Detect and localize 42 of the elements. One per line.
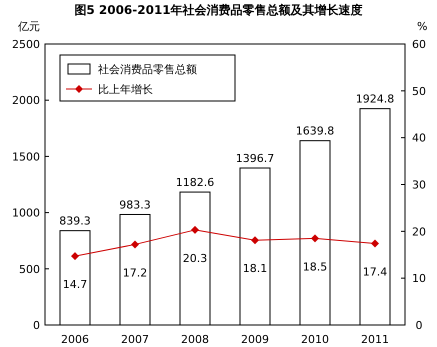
y2-tick-label: 30 (412, 178, 426, 192)
y2-tick-label: 50 (412, 84, 426, 98)
data-label: 1639.8 (296, 124, 334, 138)
data-label: 14.7 (62, 278, 88, 292)
y2-tick-label: 0 (416, 319, 422, 332)
y2-tick-label: 60 (412, 38, 426, 51)
x-tick-label: 2008 (181, 333, 209, 346)
point (131, 240, 139, 248)
data-label: 17.4 (362, 266, 388, 279)
data-label: 1924.8 (356, 92, 394, 106)
y2-tick-label: 20 (412, 225, 426, 238)
y2-tick-label: 40 (412, 132, 426, 145)
point (371, 240, 379, 248)
y-tick-label: 2500 (12, 38, 40, 51)
x-tick-label: 2007 (121, 333, 149, 346)
point (71, 252, 79, 260)
y-tick-label: 500 (19, 262, 40, 276)
legend-label: 社会消费品零售总额 (98, 63, 197, 76)
legend-label: 比上年增长 (98, 83, 153, 96)
y-tick-label: 0 (33, 319, 40, 332)
data-label: 1182.6 (176, 176, 214, 190)
data-label: 17.2 (122, 266, 148, 280)
y-axis-title: 亿元 (17, 20, 40, 33)
data-label: 839.3 (59, 214, 91, 228)
y-tick-label: 2000 (12, 94, 40, 108)
y-tick-label: 1500 (12, 150, 40, 164)
x-tick-label: 2010 (301, 333, 329, 346)
point (191, 226, 199, 234)
x-tick-label: 2011 (361, 333, 389, 346)
y2-tick-label: 10 (412, 272, 426, 286)
chart-title: 图5 2006-2011年社会消费品零售总额及其增长速度 (74, 3, 363, 17)
data-label: 983.3 (119, 198, 151, 212)
x-tick-label: 2009 (241, 333, 269, 346)
data-label: 18.5 (302, 260, 328, 274)
y-tick-label: 1000 (12, 206, 40, 220)
data-label: 20.3 (182, 252, 208, 265)
data-label: 18.1 (242, 262, 268, 276)
y2-axis-title: % (417, 20, 428, 33)
data-label: 1396.7 (236, 152, 274, 166)
x-tick-label: 2006 (61, 333, 89, 346)
point (251, 236, 259, 244)
point (311, 234, 319, 242)
